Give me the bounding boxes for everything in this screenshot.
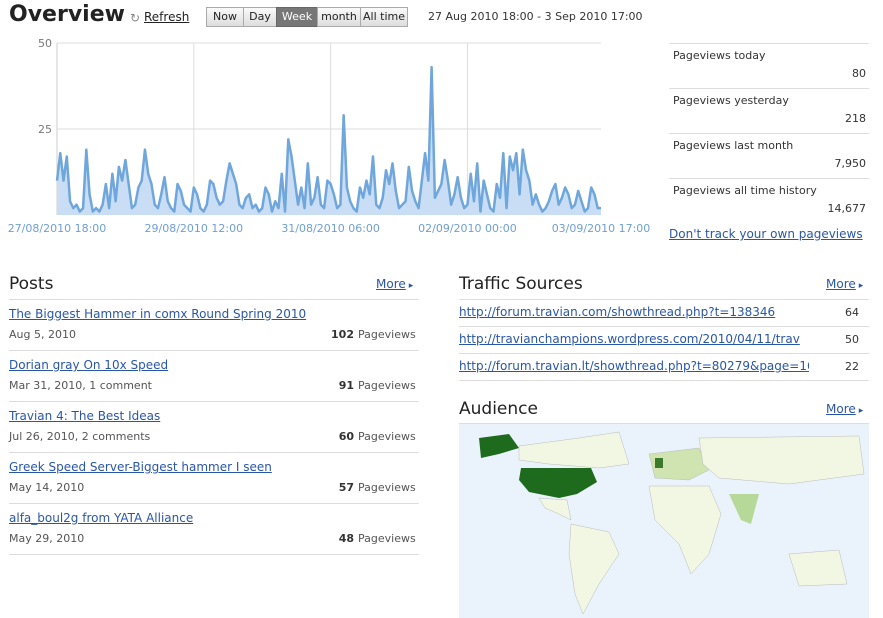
x-tick-label: 31/08/2010 06:00 xyxy=(281,222,380,235)
post-meta: Aug 5, 2010 xyxy=(9,328,76,341)
source-count: 64 xyxy=(845,306,859,319)
country xyxy=(479,434,519,458)
divider xyxy=(9,401,419,402)
range-button[interactable]: All time xyxy=(360,7,408,27)
post-unit: Pageviews xyxy=(358,532,416,545)
post-title[interactable]: The Biggest Hammer in comx Round Spring … xyxy=(9,307,307,321)
refresh-link[interactable]: Refresh xyxy=(144,10,190,24)
world-map xyxy=(459,424,869,618)
stat-label: Pageviews last month xyxy=(673,139,794,152)
range-button[interactable]: Now xyxy=(206,7,244,27)
post-meta: Jul 26, 2010, 2 comments xyxy=(9,430,151,443)
divider xyxy=(9,452,419,453)
y-tick-label: 25 xyxy=(38,123,52,136)
y-tick-label: 50 xyxy=(38,37,52,50)
source-url[interactable]: http://forum.travian.lt/showthread.php?t… xyxy=(459,359,809,373)
source-url[interactable]: http://travianchampions.wordpress.com/20… xyxy=(459,332,800,346)
stat-value: 80 xyxy=(852,67,866,80)
source-count: 50 xyxy=(845,333,859,346)
post-unit: Pageviews xyxy=(358,328,416,341)
post-count: 91 xyxy=(338,379,354,392)
divider xyxy=(459,423,869,424)
stat-value: 7,950 xyxy=(834,157,867,170)
page-title: Overview xyxy=(9,2,125,27)
divider xyxy=(459,380,869,381)
country xyxy=(698,435,865,485)
divider xyxy=(459,353,869,354)
x-tick-label: 02/09/2010 00:00 xyxy=(418,222,517,235)
divider xyxy=(9,554,419,555)
country xyxy=(518,431,630,469)
country xyxy=(648,485,722,575)
x-tick-label: 29/08/2010 12:00 xyxy=(145,222,244,235)
post-count: 102 xyxy=(331,328,354,341)
post-meta: May 29, 2010 xyxy=(9,532,85,545)
divider xyxy=(9,350,419,351)
x-tick-label: 27/08/2010 18:00 xyxy=(8,222,107,235)
stat-label: Pageviews all time history xyxy=(673,184,817,197)
traffic-heading: Traffic Sources xyxy=(459,274,583,294)
country xyxy=(568,523,620,615)
country xyxy=(729,494,759,524)
post-meta: Mar 31, 2010, 1 comment xyxy=(9,379,152,392)
pageviews-chart: 25 50 27/08/2010 18:00 29/08/2010 12:00 31/0… xyxy=(8,37,651,235)
traffic-more[interactable]: More xyxy=(826,277,863,291)
stat-value: 14,677 xyxy=(827,202,867,215)
divider xyxy=(9,299,419,300)
divider xyxy=(669,133,869,134)
divider xyxy=(459,299,869,300)
post-unit: Pageviews xyxy=(358,481,416,494)
audience-heading: Audience xyxy=(459,399,538,419)
post-title[interactable]: Dorian gray On 10x Speed xyxy=(9,358,169,372)
post-meta: May 14, 2010 xyxy=(9,481,85,494)
stat-value: 218 xyxy=(845,112,866,125)
post-title[interactable]: Travian 4: The Best Ideas xyxy=(9,409,161,423)
country xyxy=(788,549,848,587)
post-title[interactable]: Greek Speed Server-Biggest hammer I seen xyxy=(9,460,272,474)
divider xyxy=(459,326,869,327)
refresh-icon: ↻ xyxy=(130,11,141,25)
source-count: 22 xyxy=(845,360,859,373)
country xyxy=(538,497,572,521)
post-count: 48 xyxy=(338,532,354,545)
area-fill xyxy=(57,67,601,215)
country xyxy=(519,468,597,498)
line xyxy=(55,65,601,213)
country xyxy=(655,458,663,468)
post-count: 60 xyxy=(338,430,354,443)
posts-heading: Posts xyxy=(9,274,54,294)
divider xyxy=(9,503,419,504)
post-unit: Pageviews xyxy=(358,430,416,443)
date-range: 27 Aug 2010 18:00 - 3 Sep 2010 17:00 xyxy=(428,10,643,23)
stat-label: Pageviews yesterday xyxy=(673,94,789,107)
divider xyxy=(669,88,869,89)
divider xyxy=(669,43,869,44)
post-title[interactable]: alfa_boul2g from YATA Alliance xyxy=(9,511,194,525)
range-button[interactable]: month xyxy=(317,7,361,27)
post-unit: Pageviews xyxy=(358,379,416,392)
post-count: 57 xyxy=(338,481,354,494)
dont-track-link[interactable]: Don't track your own pageviews xyxy=(669,227,863,241)
source-url[interactable]: http://forum.travian.com/showthread.php?… xyxy=(459,305,776,319)
range-button[interactable]: Day xyxy=(243,7,277,27)
divider xyxy=(669,178,869,179)
country xyxy=(648,447,710,481)
audience-more[interactable]: More xyxy=(826,402,863,416)
stat-label: Pageviews today xyxy=(673,49,766,62)
x-tick-label: 03/09/2010 17:00 xyxy=(552,222,651,235)
posts-more[interactable]: More xyxy=(376,277,413,291)
